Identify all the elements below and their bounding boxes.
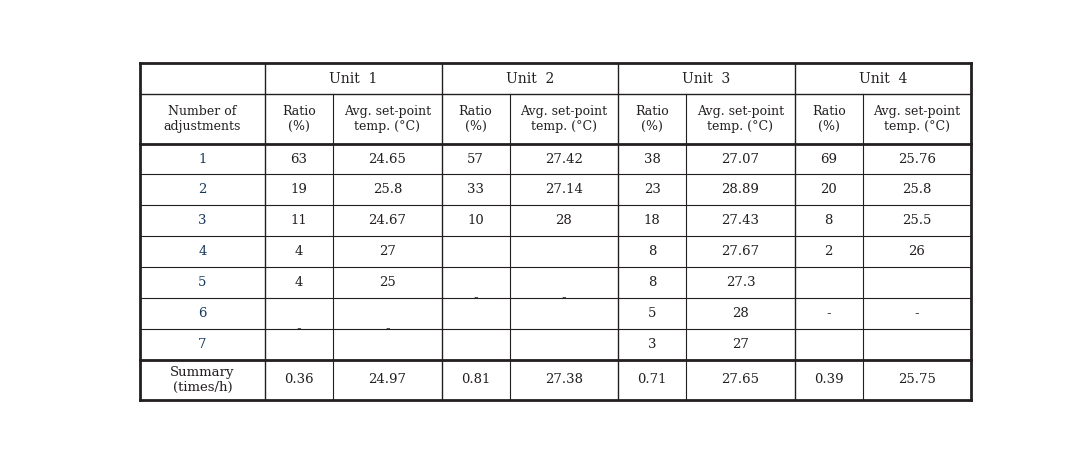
Text: 7: 7 <box>198 338 207 351</box>
Text: 8: 8 <box>648 276 657 289</box>
Text: 4: 4 <box>198 245 207 258</box>
Text: 4: 4 <box>295 245 304 258</box>
Text: 6: 6 <box>198 307 207 320</box>
Text: 1: 1 <box>198 152 207 166</box>
Text: 5: 5 <box>648 307 657 320</box>
Text: 8: 8 <box>825 214 833 227</box>
Text: Ratio
(%): Ratio (%) <box>459 105 492 133</box>
Text: 23: 23 <box>644 183 660 197</box>
Text: 24.97: 24.97 <box>369 373 406 386</box>
Text: 25.8: 25.8 <box>373 183 402 197</box>
Text: 27.14: 27.14 <box>545 183 583 197</box>
Text: 28: 28 <box>732 307 749 320</box>
Text: Avg. set-point
temp. (°C): Avg. set-point temp. (°C) <box>697 105 784 133</box>
Text: 27.43: 27.43 <box>722 214 760 227</box>
Text: Avg. set-point
temp. (°C): Avg. set-point temp. (°C) <box>874 105 960 133</box>
Text: 2: 2 <box>198 183 207 197</box>
Text: 27: 27 <box>379 245 396 258</box>
Text: Unit  4: Unit 4 <box>859 72 907 86</box>
Text: 4: 4 <box>295 276 304 289</box>
Text: 27.67: 27.67 <box>722 245 760 258</box>
Text: 0.71: 0.71 <box>637 373 667 386</box>
Text: 69: 69 <box>821 152 837 166</box>
Text: 5: 5 <box>198 276 207 289</box>
Text: Ratio
(%): Ratio (%) <box>812 105 846 133</box>
Text: 0.81: 0.81 <box>461 373 490 386</box>
Text: Unit  3: Unit 3 <box>683 72 731 86</box>
Text: 10: 10 <box>467 214 485 227</box>
Text: 8: 8 <box>648 245 657 258</box>
Text: 20: 20 <box>821 183 837 197</box>
Text: -: - <box>915 307 919 320</box>
Text: 63: 63 <box>291 152 308 166</box>
Text: 27.38: 27.38 <box>545 373 583 386</box>
Text: 27.65: 27.65 <box>722 373 760 386</box>
Text: 26: 26 <box>908 245 926 258</box>
Text: Avg. set-point
temp. (°C): Avg. set-point temp. (°C) <box>344 105 431 133</box>
Text: 25.76: 25.76 <box>898 152 937 166</box>
Text: 2: 2 <box>825 245 833 258</box>
Text: 0.39: 0.39 <box>814 373 843 386</box>
Text: 27.3: 27.3 <box>725 276 756 289</box>
Text: -: - <box>562 291 566 304</box>
Text: Number of
adjustments: Number of adjustments <box>164 105 241 133</box>
Text: 38: 38 <box>644 152 660 166</box>
Text: 25: 25 <box>379 276 396 289</box>
Text: Unit  2: Unit 2 <box>506 72 554 86</box>
Text: 3: 3 <box>198 214 207 227</box>
Text: 27: 27 <box>732 338 749 351</box>
Text: -: - <box>826 307 831 320</box>
Text: Unit  1: Unit 1 <box>330 72 377 86</box>
Text: 33: 33 <box>467 183 485 197</box>
Text: Ratio
(%): Ratio (%) <box>282 105 315 133</box>
Text: 28: 28 <box>555 214 572 227</box>
Text: -: - <box>297 322 301 335</box>
Text: Avg. set-point
temp. (°C): Avg. set-point temp. (°C) <box>520 105 607 133</box>
Text: 24.65: 24.65 <box>369 152 406 166</box>
Text: 11: 11 <box>291 214 308 227</box>
Text: 3: 3 <box>648 338 657 351</box>
Text: 57: 57 <box>467 152 485 166</box>
Text: 28.89: 28.89 <box>722 183 760 197</box>
Text: 18: 18 <box>644 214 660 227</box>
Text: 0.36: 0.36 <box>284 373 314 386</box>
Text: 25.5: 25.5 <box>902 214 932 227</box>
Text: 19: 19 <box>291 183 308 197</box>
Text: 25.75: 25.75 <box>899 373 935 386</box>
Text: 27.42: 27.42 <box>545 152 583 166</box>
Text: 24.67: 24.67 <box>369 214 406 227</box>
Text: -: - <box>385 322 389 335</box>
Text: Summary
(times/h): Summary (times/h) <box>170 366 234 394</box>
Text: Ratio
(%): Ratio (%) <box>635 105 669 133</box>
Text: -: - <box>474 291 478 304</box>
Text: 27.07: 27.07 <box>722 152 760 166</box>
Text: 25.8: 25.8 <box>902 183 932 197</box>
